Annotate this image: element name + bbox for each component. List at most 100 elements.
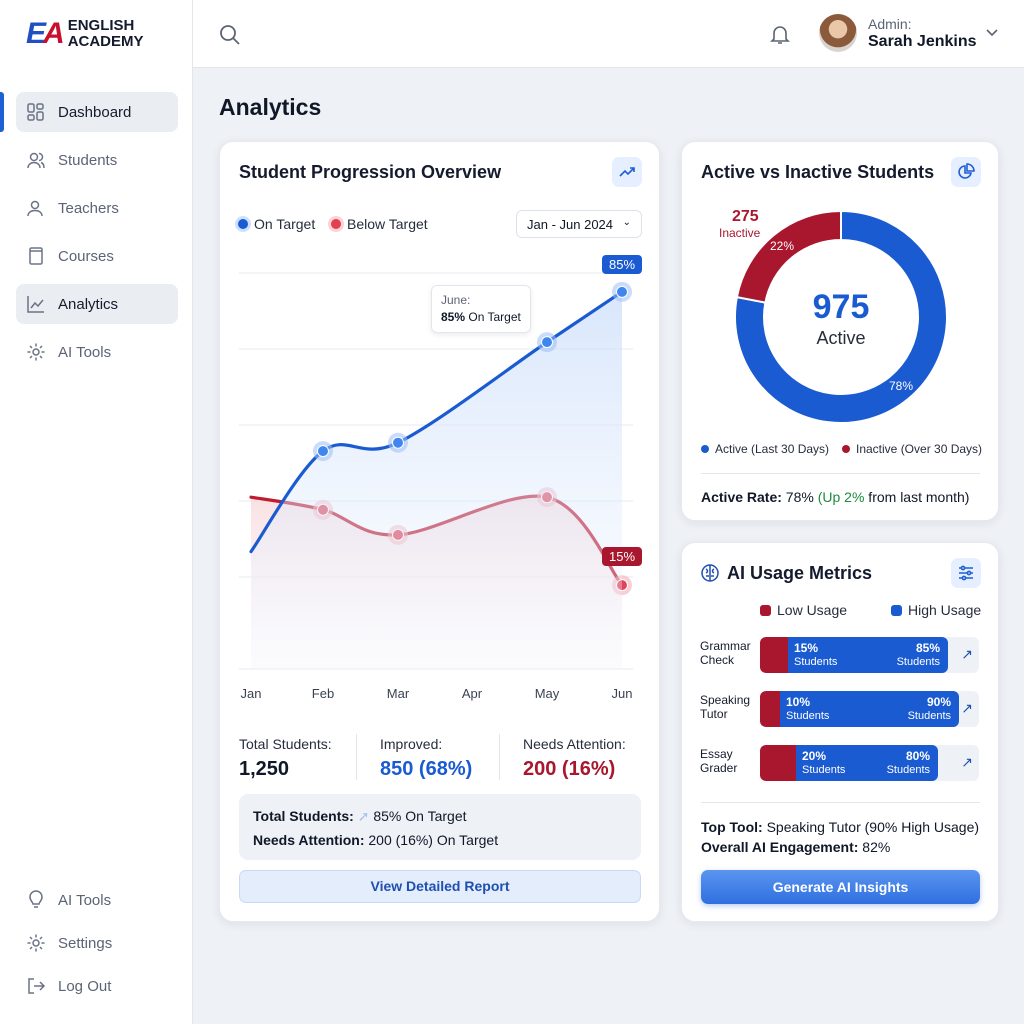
divider bbox=[701, 802, 980, 803]
sidebar-item-settings[interactable]: Settings bbox=[16, 923, 178, 963]
arrow-up-right-icon[interactable]: ↗ bbox=[961, 754, 973, 770]
view-report-button[interactable]: View Detailed Report bbox=[239, 870, 641, 903]
usage-bar[interactable]: 20% Students 80% Students ↗ bbox=[760, 745, 979, 781]
usage-bar[interactable]: 10% Students 90% Students ↗ bbox=[760, 691, 979, 727]
stat-attention: Needs Attention: 200 (16%) bbox=[523, 736, 626, 781]
pie-button[interactable] bbox=[951, 157, 981, 187]
tool-name-1: Grammar bbox=[700, 639, 751, 653]
arrow-up-right-icon[interactable]: ↗ bbox=[961, 700, 973, 716]
legend-dot bbox=[238, 219, 248, 229]
date-range-select[interactable]: Jan - Jun 2024 ⌄ bbox=[516, 210, 642, 238]
top-tool-label: Top Tool: bbox=[701, 819, 763, 835]
sidebar-item-teachers[interactable]: Teachers bbox=[16, 188, 178, 228]
stat-value: 200 (16%) bbox=[523, 758, 616, 780]
legend-active: Active (Last 30 Days) bbox=[701, 442, 829, 456]
date-range-value: Jan - Jun 2024 bbox=[527, 217, 614, 232]
active-indicator bbox=[0, 92, 4, 132]
chevron-down-icon[interactable] bbox=[985, 28, 999, 38]
x-tick-label: Apr bbox=[462, 686, 483, 701]
high-usage-segment: 15% Students 85% Students bbox=[788, 637, 948, 673]
bell-icon[interactable] bbox=[769, 23, 791, 45]
series-area bbox=[251, 291, 622, 669]
sidebar-item-logout[interactable]: Log Out bbox=[16, 966, 178, 1006]
users-icon bbox=[27, 152, 45, 169]
rate-value: 78% bbox=[781, 489, 818, 505]
sidebar-item-ai-tools-bottom[interactable]: AI Tools bbox=[16, 880, 178, 920]
sidebar: EA ENGLISH ACADEMY Dashboard Students Tea… bbox=[0, 0, 193, 1024]
filter-button[interactable] bbox=[951, 558, 981, 588]
card-title: Active vs Inactive Students bbox=[701, 162, 935, 182]
generate-insights-button[interactable]: Generate AI Insights bbox=[701, 870, 980, 904]
unit: Students bbox=[786, 710, 830, 722]
trend-button[interactable] bbox=[612, 157, 642, 187]
legend-label: High Usage bbox=[908, 602, 982, 618]
legend-label: Active (Last 30 Days) bbox=[715, 442, 830, 456]
legend-label: Inactive (Over 30 Days) bbox=[856, 442, 983, 456]
divider bbox=[499, 734, 500, 780]
sidebar-item-courses[interactable]: Courses bbox=[16, 236, 178, 276]
sidebar-item-ai-tools[interactable]: AI Tools bbox=[16, 332, 178, 372]
tool-row: Essay Grader 20% Students 80% Students ↗ bbox=[700, 745, 980, 781]
tool-name-1: Essay bbox=[700, 747, 733, 761]
stat-total: Total Students: 1,250 bbox=[239, 736, 332, 781]
donut-slice[interactable] bbox=[734, 209, 948, 424]
sidebar-item-label: AI Tools bbox=[58, 891, 112, 909]
high-pct: 85% bbox=[915, 641, 940, 655]
legend-on-target: On Target bbox=[238, 216, 315, 232]
tooltip: June: 85% On Target bbox=[431, 285, 531, 333]
badge-high: 85% bbox=[602, 255, 643, 274]
legend-label: Below Target bbox=[347, 216, 428, 232]
tool-name: Essay Grader bbox=[700, 747, 760, 775]
inactive-label: Inactive bbox=[719, 226, 761, 240]
high-usage-segment: 10% Students 90% Students bbox=[780, 691, 959, 727]
stat-value: 850 (68%) bbox=[380, 758, 473, 780]
chart-icon bbox=[27, 296, 44, 313]
sidebar-item-analytics[interactable]: Analytics bbox=[16, 284, 178, 324]
brand-line2: ACADEMY bbox=[67, 33, 144, 50]
low-pct: 10% bbox=[786, 695, 811, 709]
top-tool-value: Speaking Tutor (90% High Usage) bbox=[762, 819, 980, 835]
usage-bar[interactable]: 15% Students 85% Students ↗ bbox=[760, 637, 979, 673]
legend-high: High Usage bbox=[891, 602, 981, 618]
engagement-label: Overall AI Engagement: bbox=[701, 839, 859, 855]
unit: Students bbox=[896, 656, 940, 668]
sidebar-item-label: Analytics bbox=[58, 295, 119, 313]
tool-name: Speaking Tutor bbox=[700, 693, 760, 721]
arrow-up-right-icon[interactable]: ↗ bbox=[961, 646, 973, 662]
rate-change: (Up 2% bbox=[817, 489, 865, 505]
legend-low: Low Usage bbox=[760, 602, 847, 618]
sliders-icon bbox=[959, 565, 973, 581]
high-usage-segment: 20% Students 80% Students bbox=[796, 745, 938, 781]
unit: Students bbox=[886, 764, 930, 776]
pct-active: 78% bbox=[889, 379, 914, 393]
low-pct: 20% bbox=[802, 749, 827, 763]
sidebar-item-label: Log Out bbox=[58, 977, 112, 995]
lightbulb-icon bbox=[29, 890, 43, 908]
low-usage-segment bbox=[760, 745, 796, 781]
page-title: Analytics bbox=[219, 94, 322, 120]
summary-label: Total Students: bbox=[253, 808, 354, 824]
line-chart: Jan Feb Mar Apr May Jun bbox=[239, 272, 633, 701]
donut-slice[interactable] bbox=[735, 209, 842, 304]
high-pct: 90% bbox=[926, 695, 951, 709]
avatar[interactable] bbox=[819, 14, 857, 52]
logo-a: A bbox=[43, 17, 65, 50]
search-icon[interactable] bbox=[219, 24, 241, 46]
logo[interactable]: EA ENGLISH ACADEMY bbox=[26, 18, 144, 50]
trending-up-icon bbox=[619, 167, 635, 177]
ai-usage-card: AI Usage Metrics Low Usage High Usage Gr… bbox=[681, 542, 999, 922]
active-rate: Active Rate: 78% (Up 2% from last month) bbox=[701, 489, 969, 505]
top-header: Admin: Sarah Jenkins bbox=[193, 0, 1024, 68]
tool-name-2: Check bbox=[700, 653, 735, 667]
book-icon bbox=[29, 247, 43, 265]
summary-label: Needs Attention: bbox=[253, 832, 365, 848]
legend-swatch bbox=[760, 604, 771, 616]
inactive-count: 275 bbox=[732, 208, 759, 225]
sidebar-item-label: Settings bbox=[58, 934, 113, 952]
sidebar-item-label: Teachers bbox=[58, 199, 119, 217]
sidebar-item-dashboard[interactable]: Dashboard bbox=[16, 92, 178, 132]
gear-icon bbox=[27, 934, 45, 952]
x-tick-label: Feb bbox=[312, 686, 334, 701]
sidebar-item-students[interactable]: Students bbox=[16, 140, 178, 180]
stat-label: Needs Attention: bbox=[523, 736, 626, 752]
